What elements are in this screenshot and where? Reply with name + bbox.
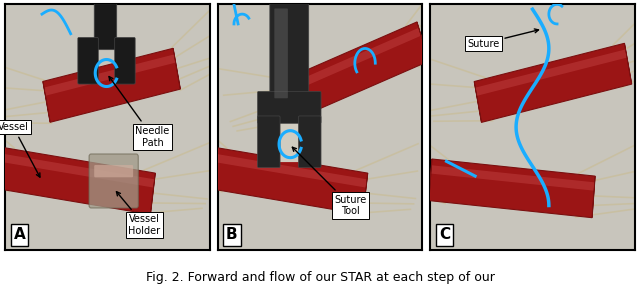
Polygon shape: [275, 28, 421, 99]
FancyBboxPatch shape: [89, 154, 138, 208]
Polygon shape: [211, 148, 216, 189]
Text: Suture: Suture: [467, 29, 538, 49]
Polygon shape: [43, 82, 50, 122]
Text: C: C: [439, 228, 450, 243]
Polygon shape: [0, 148, 156, 214]
Polygon shape: [592, 176, 595, 218]
Text: Vessel
Holder: Vessel Holder: [116, 192, 161, 236]
FancyBboxPatch shape: [278, 121, 300, 162]
Text: B: B: [226, 228, 237, 243]
Text: Vessel: Vessel: [0, 122, 40, 177]
Polygon shape: [476, 49, 627, 96]
Polygon shape: [214, 154, 367, 188]
Polygon shape: [1, 154, 154, 188]
Polygon shape: [273, 22, 429, 124]
FancyBboxPatch shape: [257, 92, 321, 123]
Polygon shape: [417, 22, 429, 61]
Polygon shape: [363, 173, 368, 214]
FancyBboxPatch shape: [298, 116, 321, 168]
Polygon shape: [211, 148, 368, 214]
Text: Suture
Tool: Suture Tool: [292, 147, 367, 216]
Text: Needle
Path: Needle Path: [109, 77, 170, 148]
FancyBboxPatch shape: [115, 37, 135, 84]
Text: A: A: [13, 228, 26, 243]
Polygon shape: [0, 148, 3, 189]
Text: Fig. 2. Forward and flow of our STAR at each step of our: Fig. 2. Forward and flow of our STAR at …: [145, 271, 495, 284]
Polygon shape: [173, 48, 180, 89]
Polygon shape: [44, 55, 175, 96]
FancyBboxPatch shape: [257, 116, 280, 168]
Polygon shape: [474, 43, 632, 122]
FancyBboxPatch shape: [270, 3, 308, 104]
Polygon shape: [429, 159, 595, 218]
Polygon shape: [43, 48, 180, 122]
FancyBboxPatch shape: [94, 165, 133, 177]
Polygon shape: [625, 43, 632, 84]
Polygon shape: [429, 159, 432, 200]
FancyBboxPatch shape: [94, 3, 116, 50]
Polygon shape: [150, 173, 156, 214]
FancyBboxPatch shape: [275, 9, 288, 98]
FancyBboxPatch shape: [78, 37, 99, 84]
Polygon shape: [474, 82, 481, 122]
Polygon shape: [431, 165, 595, 191]
Polygon shape: [273, 85, 284, 124]
